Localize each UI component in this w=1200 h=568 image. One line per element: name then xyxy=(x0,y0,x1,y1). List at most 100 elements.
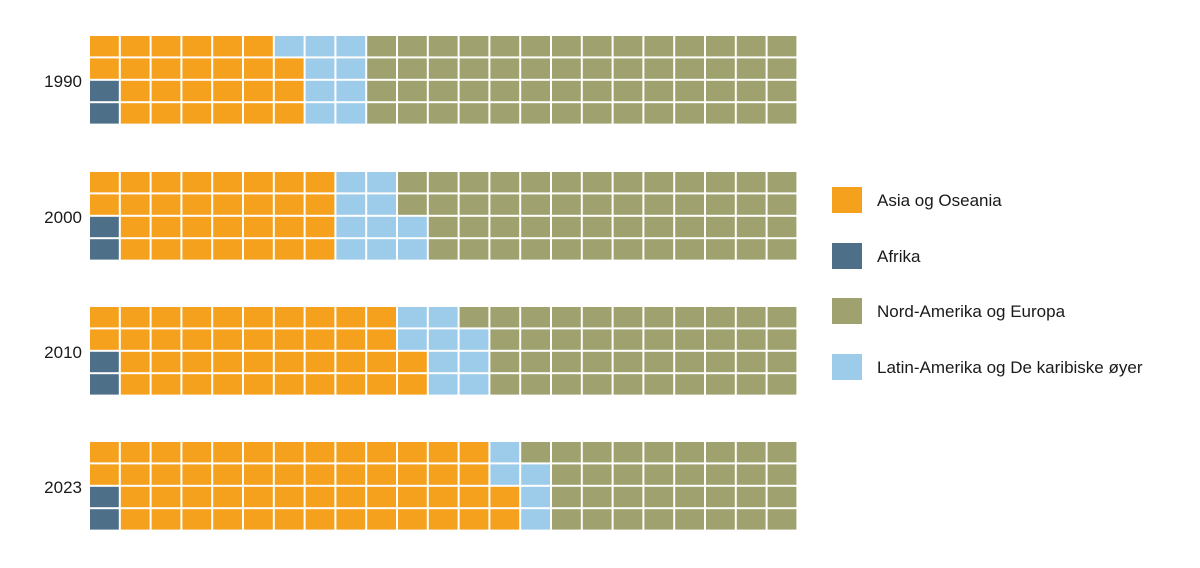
waffle-cell-nordam xyxy=(767,216,797,238)
waffle-cell-nordam xyxy=(613,351,643,373)
waffle-cell-asia xyxy=(367,329,396,350)
waffle-cell-asia xyxy=(151,172,181,193)
waffle-cell-asia xyxy=(151,80,181,102)
waffle-cell-asia xyxy=(336,329,366,350)
waffle-cell-nordam xyxy=(398,103,427,124)
waffle-cell-asia xyxy=(151,194,181,215)
waffle-cell-nordam xyxy=(521,58,550,79)
waffle-cell-nordam xyxy=(736,194,766,215)
waffle-cell-asia xyxy=(151,329,181,350)
year-block-2023: 2023 xyxy=(44,442,797,530)
waffle-cell-asia xyxy=(151,442,181,463)
waffle-cell-nordam xyxy=(552,486,581,508)
waffle-cell-nordam xyxy=(521,239,550,260)
waffle-cell-nordam xyxy=(736,172,766,193)
waffle-cell-latam xyxy=(367,194,396,215)
legend-item-latam: Latin-Amerika og De karibiske øyer xyxy=(832,354,1143,380)
waffle-cell-nordam xyxy=(582,486,612,508)
waffle-cell-asia xyxy=(398,442,427,463)
waffle-cell-nordam xyxy=(644,464,674,485)
waffle-cell-asia xyxy=(90,194,119,215)
waffle-cell-nordam xyxy=(582,36,612,57)
waffle-cell-nordam xyxy=(736,442,766,463)
waffle-cell-latam xyxy=(398,216,427,238)
waffle-cell-nordam xyxy=(706,464,735,485)
waffle-cell-asia xyxy=(213,216,242,238)
waffle-cell-asia xyxy=(120,239,150,260)
waffle-cell-nordam xyxy=(552,464,581,485)
legend-label-nordam: Nord-Amerika og Europa xyxy=(877,302,1066,321)
waffle-cell-nordam xyxy=(490,239,520,260)
waffle-cell-asia xyxy=(244,239,273,260)
waffle-cell-nordam xyxy=(736,239,766,260)
waffle-cell-asia xyxy=(120,172,150,193)
waffle-cell-nordam xyxy=(428,194,458,215)
waffle-cell-asia xyxy=(398,486,427,508)
waffle-cell-latam xyxy=(398,329,427,350)
waffle-cell-nordam xyxy=(644,509,674,530)
waffle-cell-nordam xyxy=(490,351,520,373)
waffle-cell-asia xyxy=(182,103,212,124)
waffle-cell-nordam xyxy=(490,329,520,350)
waffle-cell-nordam xyxy=(675,329,704,350)
waffle-cell-nordam xyxy=(675,216,704,238)
waffle-cell-asia xyxy=(459,442,489,463)
waffle-cell-latam xyxy=(336,172,366,193)
waffle-cell-asia xyxy=(120,216,150,238)
waffle-cell-nordam xyxy=(459,36,489,57)
waffle-cell-asia xyxy=(274,58,304,79)
waffle-cell-asia xyxy=(120,36,150,57)
waffle-cell-afrika xyxy=(90,509,119,530)
waffle-cell-asia xyxy=(244,80,273,102)
waffle-cell-asia xyxy=(305,194,335,215)
waffle-cell-nordam xyxy=(582,442,612,463)
waffle-cell-latam xyxy=(490,442,520,463)
waffle-cell-nordam xyxy=(428,36,458,57)
waffle-cell-asia xyxy=(274,351,304,373)
waffle-cell-nordam xyxy=(490,103,520,124)
waffle-cell-nordam xyxy=(706,374,735,395)
waffle-cell-asia xyxy=(151,36,181,57)
waffle-cell-latam xyxy=(305,80,335,102)
waffle-cell-nordam xyxy=(490,307,520,328)
waffle-cell-nordam xyxy=(613,509,643,530)
waffle-cell-asia xyxy=(367,307,396,328)
waffle-cell-asia xyxy=(213,239,242,260)
waffle-cell-nordam xyxy=(582,351,612,373)
waffle-cell-nordam xyxy=(398,36,427,57)
waffle-cell-nordam xyxy=(736,464,766,485)
waffle-cell-asia xyxy=(151,509,181,530)
waffle-cell-nordam xyxy=(613,307,643,328)
waffle-cell-nordam xyxy=(521,194,550,215)
waffle-cell-nordam xyxy=(367,80,396,102)
waffle-cell-asia xyxy=(182,486,212,508)
waffle-cell-nordam xyxy=(582,307,612,328)
waffle-cell-asia xyxy=(213,464,242,485)
waffle-cell-nordam xyxy=(675,36,704,57)
year-block-2010: 2010 xyxy=(44,307,797,395)
waffle-cell-nordam xyxy=(613,486,643,508)
waffle-cell-latam xyxy=(398,239,427,260)
waffle-cell-nordam xyxy=(521,36,550,57)
waffle-cell-nordam xyxy=(428,216,458,238)
waffle-cell-latam xyxy=(398,307,427,328)
waffle-cell-nordam xyxy=(613,216,643,238)
waffle-cell-asia xyxy=(90,36,119,57)
legend-swatch-latam xyxy=(832,354,862,380)
waffle-cell-asia xyxy=(274,464,304,485)
waffle-cell-nordam xyxy=(736,80,766,102)
waffle-cell-nordam xyxy=(490,374,520,395)
waffle-cell-nordam xyxy=(767,442,797,463)
waffle-cell-asia xyxy=(244,509,273,530)
waffle-cell-asia xyxy=(120,486,150,508)
waffle-cell-latam xyxy=(336,36,366,57)
waffle-cell-asia xyxy=(274,80,304,102)
waffle-cell-nordam xyxy=(706,329,735,350)
waffle-cell-asia xyxy=(244,103,273,124)
waffle-cell-nordam xyxy=(459,194,489,215)
waffle-cell-latam xyxy=(336,103,366,124)
waffle-cell-asia xyxy=(213,36,242,57)
waffle-cell-asia xyxy=(182,464,212,485)
waffle-cell-nordam xyxy=(644,307,674,328)
